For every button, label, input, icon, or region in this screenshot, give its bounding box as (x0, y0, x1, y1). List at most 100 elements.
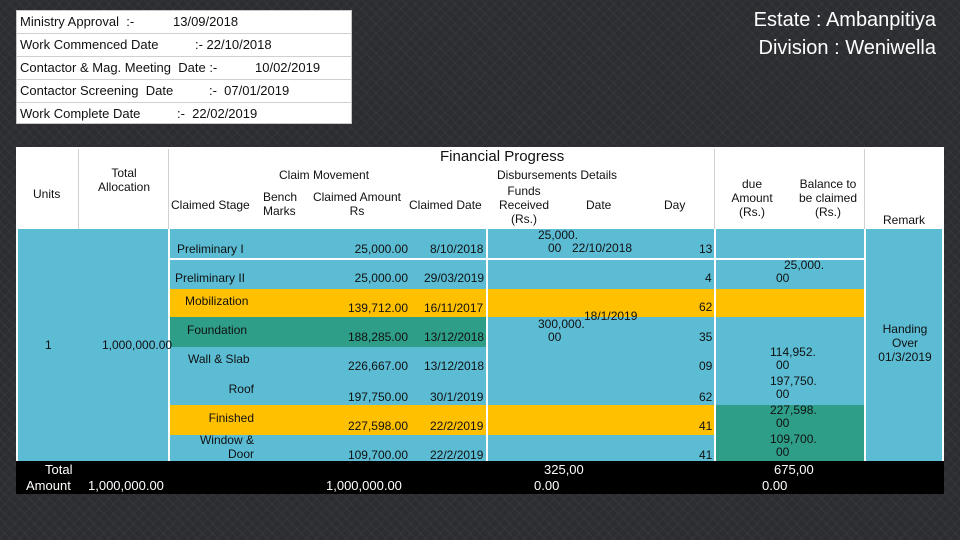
units-allocation-cell (18, 229, 168, 461)
work-complete-value: :- 22/02/2019 (177, 106, 258, 121)
balance-1-line-1: 114,952. (770, 345, 816, 359)
balance-header-3: (Rs.) (815, 205, 841, 219)
bench-marks-header-1: Bench (263, 190, 298, 204)
total-balance-2: 0.00 (762, 478, 788, 493)
total-received-1: 325,00 (544, 462, 584, 477)
remark-line-1: Handing (882, 322, 928, 336)
row-bg-6 (170, 377, 486, 405)
contractor-meeting-row: Contactor & Mag. Meeting Date :- 10/02/2… (17, 57, 351, 80)
remark-line-2: Over (891, 336, 918, 350)
disb-1-funds-1: 25,000. (538, 228, 579, 242)
date-6: 30/1/2019 (430, 390, 484, 404)
total-claimed: 1,000,000.00 (326, 478, 402, 493)
project-dates-box: Ministry Approval :- 13/09/2018 Work Com… (16, 10, 352, 124)
bench-marks-header-2: Marks (263, 204, 296, 218)
disb-2-funds-1: 300,000. (538, 317, 585, 331)
row-bg-5 (170, 347, 486, 377)
row-bg-7 (170, 405, 486, 435)
due-row-2-line-2: 00 (776, 271, 790, 285)
total-label-1: Total (45, 462, 73, 477)
balance-2-line-1: 197,750. (770, 374, 817, 388)
disbursements-header: Disbursements Details (497, 168, 618, 182)
day-2: 4 (705, 271, 712, 285)
divider (714, 149, 715, 229)
claimed-amount-header-2: Rs (349, 204, 365, 218)
balance-4-line-1: 109,700. (770, 432, 817, 446)
total-label-2: Amount (26, 478, 71, 493)
estate-title: Estate : Ambanpitiya (753, 9, 936, 31)
row-bg-2 (170, 260, 486, 289)
funds-header-2: Received (498, 198, 550, 212)
row-bg-8 (170, 435, 486, 461)
date-5: 13/12/2018 (424, 359, 485, 373)
due-bg-6 (716, 377, 864, 405)
day-3: 62 (699, 300, 713, 314)
date-7: 22/2/2019 (430, 419, 484, 433)
disb-2-date: 18/1/2019 (584, 309, 638, 323)
stage-8-line-2: Door (227, 447, 254, 461)
disb-bg-yellow-1 (488, 289, 714, 317)
stage-6: Roof (228, 382, 254, 396)
due-header-1: due (741, 177, 763, 191)
date-2: 29/03/2019 (424, 271, 485, 285)
table-title: Financial Progress (440, 148, 565, 165)
stage-3: Mobilization (185, 294, 249, 308)
due-bg-1 (716, 229, 864, 258)
balance-3-line-2: 00 (776, 416, 790, 430)
contractor-screening-label: Contactor Screening Date (20, 83, 174, 98)
contractor-screening-row: Contactor Screening Date :- 07/01/2019 (17, 80, 351, 103)
claimed-date-header: Claimed Date (409, 198, 482, 212)
due-bg-4 (716, 317, 864, 347)
balance-4-line-2: 00 (776, 445, 790, 459)
date-3: 16/11/2017 (424, 301, 484, 315)
day-7: 41 (699, 419, 713, 433)
due-bg-7 (716, 405, 864, 435)
amount-1: 25,000.00 (354, 242, 408, 256)
disb-bg-1 (488, 229, 714, 258)
total-received-2: 0.00 (534, 478, 560, 493)
financial-progress-table: Financial Progress Units Total Allocatio… (16, 147, 944, 494)
claimed-stage-header: Claimed Stage (171, 198, 250, 212)
funds-header-1: Funds (507, 184, 541, 198)
remark-header: Remark (883, 213, 926, 227)
disb-1-funds-2: 00 (548, 241, 562, 255)
due-header-3: (Rs.) (739, 205, 765, 219)
work-commenced-value: :- 22/10/2018 (195, 37, 272, 52)
stage-1: Preliminary I (177, 242, 244, 256)
ministry-approval-row: Ministry Approval :- 13/09/2018 (17, 11, 351, 34)
row-bg-4 (170, 317, 486, 347)
amount-5: 226,667.00 (347, 359, 408, 373)
ministry-approval-value: 13/09/2018 (173, 14, 239, 29)
day-5: 09 (699, 359, 713, 373)
amount-8: 109,700.00 (347, 448, 408, 462)
day-6: 62 (699, 390, 713, 404)
due-bg-3 (716, 289, 864, 317)
day-4: 35 (699, 330, 713, 344)
stage-2: Preliminary II (175, 271, 246, 285)
amount-2: 25,000.00 (354, 271, 408, 285)
date-4: 13/12/2018 (424, 330, 485, 344)
disb-1-date: 22/10/2018 (572, 241, 633, 255)
due-bg-2 (716, 260, 864, 289)
claimed-amount-header-1: Claimed Amount (312, 190, 402, 204)
total-allocation-header-2: Allocation (97, 180, 151, 194)
work-complete-label: Work Complete Date (20, 106, 141, 121)
amount-3: 139,712.00 (347, 301, 408, 315)
due-bg-5 (716, 347, 864, 377)
total-balance-1: 675,00 (774, 462, 814, 477)
due-header-2: Amount (731, 191, 773, 205)
amount-6: 197,750.00 (347, 390, 408, 404)
work-commenced-label: Work Commenced Date (20, 37, 159, 52)
work-complete-row: Work Complete Date :- 22/02/2019 (17, 103, 351, 125)
disb-bg-8 (488, 435, 714, 461)
due-row-2-line-1: 25,000. (784, 258, 825, 272)
disb-bg-2 (488, 260, 714, 289)
day-8: 41 (699, 448, 713, 462)
units-header: Units (33, 187, 61, 201)
day-1: 13 (699, 242, 713, 256)
disb-bg-yellow-2 (488, 405, 714, 435)
balance-2-line-2: 00 (776, 387, 790, 401)
amount-4: 188,285.00 (347, 330, 408, 344)
stage-4: Foundation (187, 323, 248, 337)
stage-5: Wall & Slab (188, 352, 250, 366)
